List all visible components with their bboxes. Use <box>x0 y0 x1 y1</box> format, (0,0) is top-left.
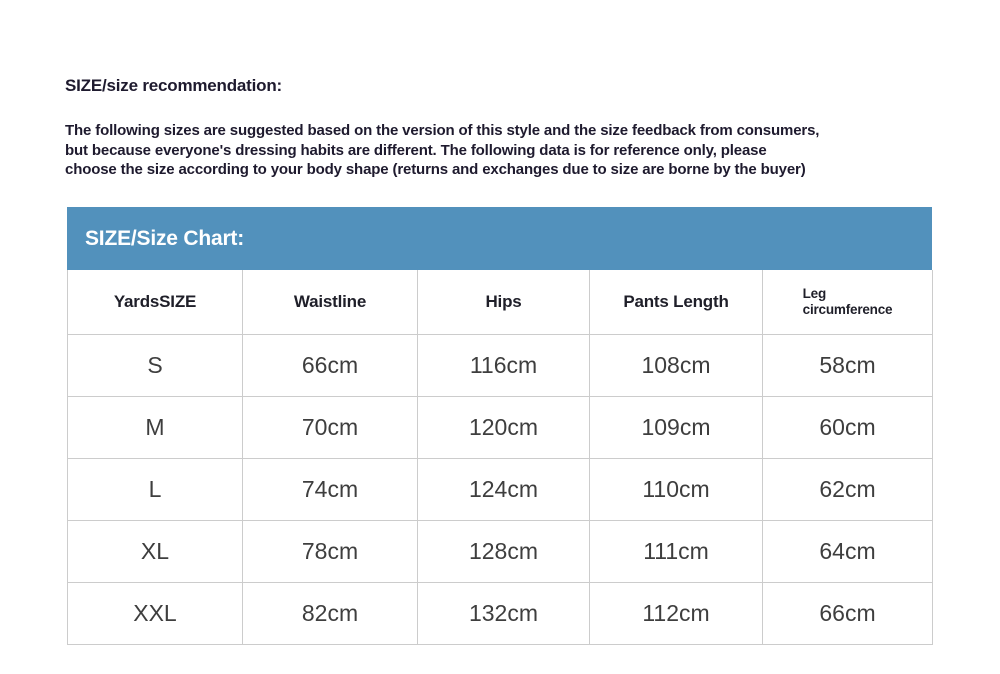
size-chart-banner: SIZE/Size Chart: <box>67 207 932 270</box>
table-row-xl: XL 78cm 128cm 111cm 64cm <box>67 520 933 583</box>
cell-hips: 132cm <box>417 582 590 645</box>
size-chart-title: SIZE/Size Chart: <box>85 226 244 250</box>
cell-size: S <box>67 334 243 397</box>
cell-size: XXL <box>67 582 243 645</box>
cell-size: M <box>67 396 243 459</box>
table-row-xxl: XXL 82cm 132cm 112cm 66cm <box>67 582 933 645</box>
cell-pants-length: 108cm <box>589 334 763 397</box>
recommendation-title: SIZE/size recommendation: <box>65 76 282 95</box>
cell-leg-circumference: 62cm <box>762 458 933 521</box>
cell-pants-length: 109cm <box>589 396 763 459</box>
cell-leg-circumference: 58cm <box>762 334 933 397</box>
cell-hips: 128cm <box>417 520 590 583</box>
cell-waistline: 78cm <box>242 520 418 583</box>
size-chart-header-row: YardsSIZE Waistline Hips Pants Length Le… <box>67 270 933 335</box>
recommendation-paragraph: The following sizes are suggested based … <box>65 121 950 180</box>
column-header-leg-circumference-label: Leg circumference <box>802 285 893 317</box>
cell-leg-circumference: 66cm <box>762 582 933 645</box>
table-row-l: L 74cm 124cm 110cm 62cm <box>67 458 933 521</box>
cell-leg-circumference: 64cm <box>762 520 933 583</box>
cell-size: XL <box>67 520 243 583</box>
recommendation-line-1: The following sizes are suggested based … <box>65 122 820 139</box>
cell-pants-length: 111cm <box>589 520 763 583</box>
cell-size: L <box>67 458 243 521</box>
cell-hips: 120cm <box>417 396 590 459</box>
cell-hips: 116cm <box>417 334 590 397</box>
column-header-size: YardsSIZE <box>67 270 243 335</box>
column-header-hips: Hips <box>417 270 590 335</box>
cell-waistline: 82cm <box>242 582 418 645</box>
cell-waistline: 66cm <box>242 334 418 397</box>
recommendation-line-3: choose the size according to your body s… <box>65 161 806 178</box>
cell-leg-circumference: 60cm <box>762 396 933 459</box>
cell-waistline: 74cm <box>242 458 418 521</box>
cell-pants-length: 110cm <box>589 458 763 521</box>
cell-hips: 124cm <box>417 458 590 521</box>
recommendation-line-2: but because everyone's dressing habits a… <box>65 141 767 159</box>
column-header-leg-circumference: Leg circumference <box>762 270 933 335</box>
cell-waistline: 70cm <box>242 396 418 459</box>
table-row-s: S 66cm 116cm 108cm 58cm <box>67 334 933 397</box>
column-header-waistline: Waistline <box>242 270 418 335</box>
table-row-m: M 70cm 120cm 109cm 60cm <box>67 396 933 459</box>
size-chart-table: YardsSIZE Waistline Hips Pants Length Le… <box>67 270 933 645</box>
cell-pants-length: 112cm <box>589 582 763 645</box>
column-header-pants-length: Pants Length <box>589 270 763 335</box>
